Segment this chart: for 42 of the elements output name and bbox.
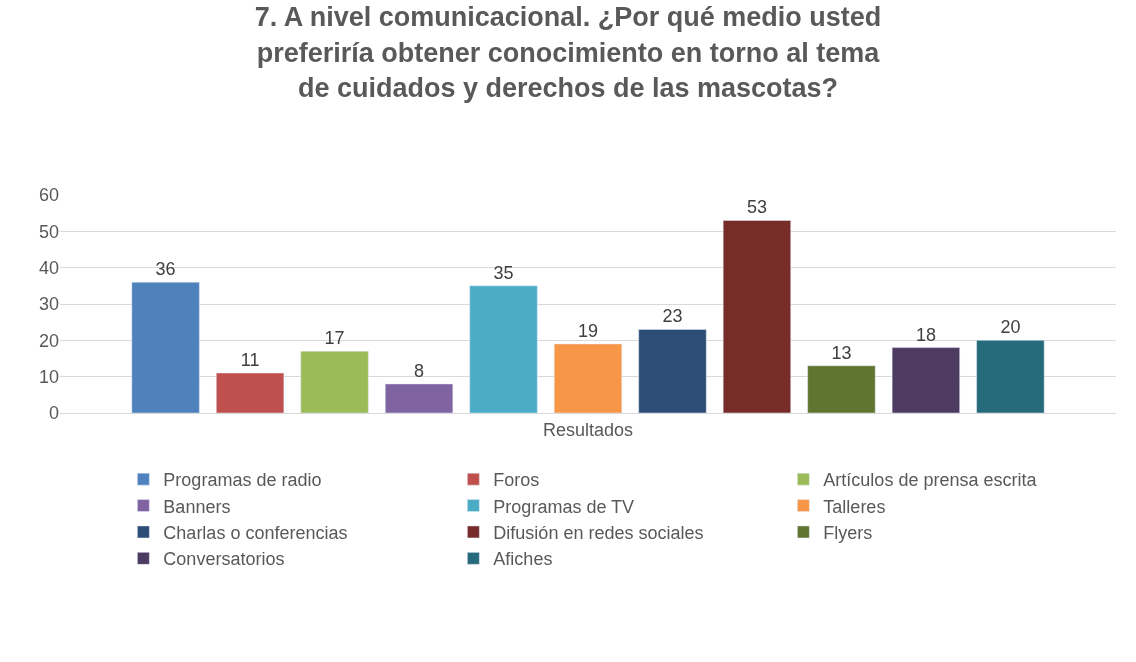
bar	[807, 365, 876, 413]
data-label: 35	[493, 262, 514, 283]
legend-label: Flyers	[823, 522, 873, 543]
chart-title: 7. A nivel comunicacional. ¿Por qué medio usted preferiría obtener conocimiento en torno al tema de cuidados y derechos de las mascotas?	[254, 2, 882, 103]
y-tick-label: 10	[38, 366, 59, 387]
data-label: 53	[746, 197, 767, 218]
bar	[131, 281, 200, 413]
data-label: 20	[1000, 317, 1021, 338]
legend-label: Programas de radio	[163, 470, 322, 491]
legend-label: Difusión en redes sociales	[493, 522, 704, 543]
bar	[976, 340, 1045, 413]
legend-label: Artículos de prensa escrita	[823, 470, 1038, 491]
legend-label: Talleres	[823, 496, 886, 517]
data-label: 8	[414, 360, 425, 381]
legend-label: Banners	[163, 496, 231, 517]
data-label: 13	[831, 342, 852, 363]
y-tick-label: 20	[38, 330, 59, 351]
legend-label: Afiches	[493, 549, 553, 570]
data-label: 36	[155, 259, 176, 280]
legend-label: Programas de TV	[493, 496, 635, 517]
legend-label: Conversatorios	[163, 549, 285, 570]
data-label: 11	[240, 350, 260, 371]
y-tick-label: 40	[38, 257, 59, 278]
data-label: 17	[324, 328, 345, 349]
bar	[553, 343, 623, 413]
bar	[216, 372, 285, 413]
bar	[385, 383, 454, 413]
y-tick-label: 0	[48, 403, 59, 424]
bar	[300, 350, 369, 413]
bar	[469, 285, 538, 413]
legend-label: Charlas o conferencias	[163, 522, 348, 543]
legend-label: Foros	[493, 470, 540, 491]
data-label: 18	[915, 324, 936, 345]
data-label: 19	[577, 320, 599, 341]
data-label: 23	[662, 306, 683, 327]
bar	[891, 347, 960, 413]
y-tick-label: 60	[38, 185, 59, 206]
x-tick-label: Resultados	[542, 419, 634, 440]
y-tick-label: 50	[38, 221, 59, 242]
bar	[722, 220, 791, 413]
bar	[638, 329, 707, 413]
y-tick-label: 30	[38, 294, 59, 315]
